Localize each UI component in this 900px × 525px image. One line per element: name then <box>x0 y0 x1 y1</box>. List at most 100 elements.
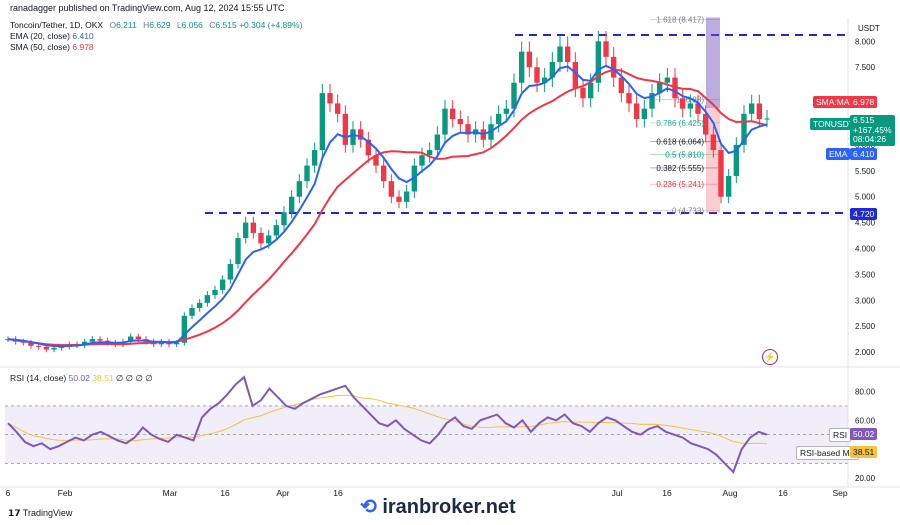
candle-body <box>365 139 372 156</box>
candle-body <box>181 315 188 343</box>
candle <box>127 333 134 345</box>
candle-body <box>541 77 548 83</box>
candle <box>656 73 663 103</box>
candle-body <box>227 264 234 280</box>
close-value: 6.515 <box>215 20 237 30</box>
brand-label: iranbroker.net <box>382 496 516 518</box>
candle-body <box>534 67 540 83</box>
time-tick-label: Mar <box>163 488 178 498</box>
candle <box>227 259 234 284</box>
candle-body <box>549 62 556 78</box>
candle <box>196 299 203 312</box>
candle-body <box>687 103 694 109</box>
sma50-line <box>7 68 768 347</box>
candle <box>311 142 318 173</box>
candle-body <box>572 62 579 88</box>
candle-body <box>595 41 602 83</box>
candle <box>242 216 249 244</box>
candle-body <box>127 336 134 342</box>
candle <box>618 68 625 103</box>
time-tick-label: 16 <box>220 488 230 498</box>
time-tick-label: 16 <box>662 488 672 498</box>
lightning-icon[interactable]: ⚡ <box>762 349 778 365</box>
candle <box>373 147 379 173</box>
candle-body <box>580 87 586 99</box>
sma-value: 6.978 <box>72 42 94 52</box>
candle <box>327 84 333 113</box>
candle <box>679 89 686 118</box>
time-tick-label: Aug <box>722 488 737 498</box>
low-label: L <box>176 20 182 30</box>
rsi-value-tag: 50.02 <box>850 428 878 440</box>
tradingview-footer[interactable]: 𝟭𝟳 TradingView <box>8 508 72 519</box>
candle-body <box>281 212 287 226</box>
fib-level-label: 0.5 (5.810) <box>665 151 704 160</box>
ema20-line <box>7 64 768 348</box>
candle <box>518 41 525 93</box>
candle <box>633 94 640 128</box>
time-tick-label: Jul <box>612 488 623 498</box>
rsi-ma-tag-value: 38.51 <box>853 447 875 457</box>
candle-body <box>626 93 632 104</box>
candle-body <box>649 93 655 109</box>
candle-body <box>28 342 34 346</box>
candle <box>503 99 510 123</box>
candle <box>449 99 456 128</box>
candle <box>580 78 586 108</box>
fib-level-label: 0.382 (5.555) <box>656 164 704 173</box>
open-value: 6.211 <box>116 20 137 30</box>
candle <box>212 285 218 300</box>
candle-body <box>342 113 349 145</box>
candle-body <box>319 93 326 151</box>
rsi-ma-legend-value: 38.51 <box>92 373 114 383</box>
fib-highlight <box>706 17 720 213</box>
candle-body <box>748 103 755 114</box>
candle-body <box>296 181 303 197</box>
change-value: +0.304 (+4.89%) <box>239 20 303 30</box>
candle <box>572 52 579 98</box>
brand-logo-icon: ⟲ <box>360 496 377 518</box>
candle <box>626 84 632 113</box>
candle-body <box>764 118 770 120</box>
rsi-pane <box>5 375 848 474</box>
open-label: O <box>109 20 117 30</box>
price-tag-timer: 08:04:26 <box>853 134 887 144</box>
candle-body <box>212 289 218 296</box>
rsi-ma-value-tag: 38.51 <box>850 446 878 458</box>
candle-body <box>457 118 464 125</box>
candle-body <box>43 346 50 350</box>
candle-body <box>242 222 249 239</box>
candle-body <box>265 235 272 244</box>
candle <box>235 232 241 269</box>
candle-body <box>51 347 57 350</box>
candle-body <box>695 103 701 114</box>
low-value: 6.056 <box>181 20 203 30</box>
candle <box>426 142 433 163</box>
candle <box>595 30 602 93</box>
candle <box>296 174 303 204</box>
candle-body <box>327 93 333 104</box>
candle-body <box>434 134 441 151</box>
fib-level-label: 0.618 (6.064) <box>656 138 704 147</box>
candle <box>718 142 724 204</box>
candle <box>334 94 341 123</box>
fib-level-label: 1.618 (8.417) <box>656 16 704 25</box>
candle-body <box>442 108 448 135</box>
candle-body <box>564 46 571 63</box>
candle <box>204 291 211 307</box>
candle <box>741 105 747 153</box>
sma-label: SMA (50, close) <box>10 42 70 52</box>
sma-legend-row: SMA (50, close) 6.978 <box>10 42 302 53</box>
candle-body <box>189 308 195 316</box>
rsi-tick-label: 20.00 <box>855 474 876 483</box>
price-tick-label: 4.000 <box>855 244 876 253</box>
candle-body <box>173 342 180 345</box>
fib-level-label: 0 (4.733) <box>672 207 704 216</box>
candle-body <box>641 108 648 119</box>
candle <box>641 99 648 128</box>
high-label: H <box>143 20 150 30</box>
candle-body <box>741 113 747 145</box>
price-tag-change: +167.45% <box>853 124 892 135</box>
sma-value-tag: 6.978 <box>850 96 878 108</box>
